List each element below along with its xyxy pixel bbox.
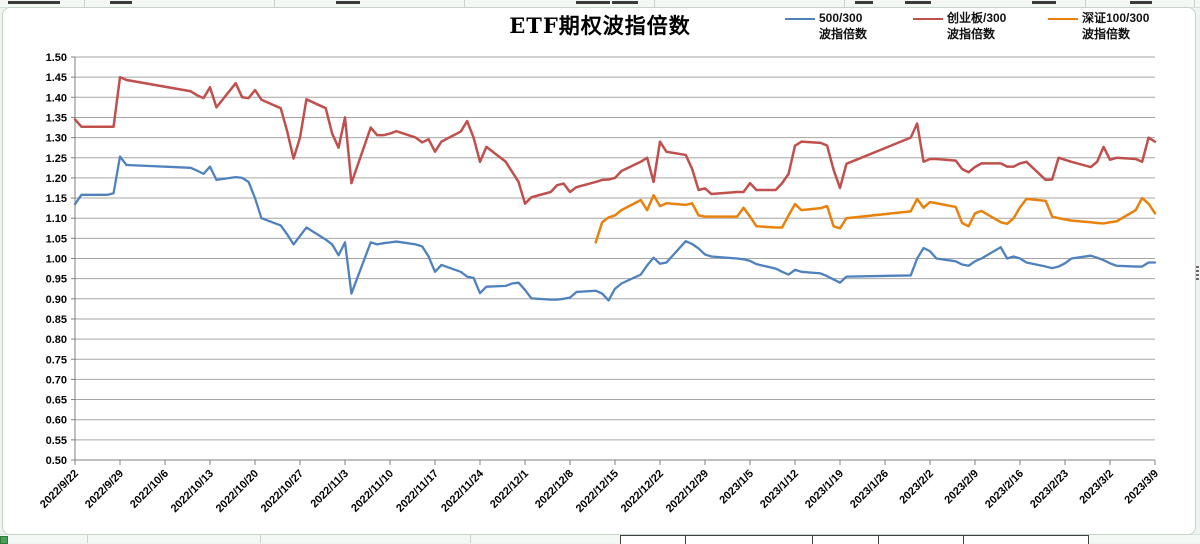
- bordered-cell: [812, 535, 879, 544]
- cell-border: [260, 535, 261, 543]
- series-line-500-300[interactable]: [73, 155, 1157, 302]
- cell-border: [470, 535, 471, 543]
- x-axis-label: 2023/1/12: [758, 468, 801, 511]
- legend-label: 500/300 波指倍数: [819, 11, 868, 41]
- x-axis-label: 2022/11/3: [308, 468, 351, 511]
- x-axis-label: 2022/9/29: [83, 468, 126, 511]
- y-axis-label: 1.10: [46, 213, 67, 225]
- x-axis-label: 2022/10/13: [169, 468, 216, 515]
- x-axis-label: 2023/3/2: [1077, 468, 1116, 507]
- cell-border: [654, 0, 655, 7]
- x-axis-label: 2022/12/1: [488, 468, 531, 511]
- legend-line-marker: [1048, 18, 1078, 20]
- cell-text-fragment: [1130, 1, 1152, 4]
- legend-item-sz100-300[interactable]: 深证100/300 波指倍数: [1048, 10, 1149, 42]
- legend-item-chinext-300[interactable]: 创业板/300 波指倍数: [913, 10, 1006, 42]
- cell-text-fragment: [8, 1, 60, 4]
- y-axis-label: 1.25: [46, 153, 67, 165]
- bordered-cell: [963, 535, 1089, 544]
- x-axis-label: 2022/11/17: [394, 468, 441, 515]
- y-axis-label: 0.80: [46, 334, 67, 346]
- cell-text-fragment: [336, 1, 360, 4]
- cell-text-fragment: [905, 1, 931, 4]
- cell-border: [1194, 0, 1195, 7]
- cell-text-fragment: [576, 1, 610, 4]
- legend-label: 深证100/300 波指倍数: [1082, 11, 1150, 41]
- x-axis-label: 2023/3/9: [1122, 468, 1161, 507]
- x-axis-label: 2022/12/15: [574, 468, 621, 515]
- cell-text-fragment: [855, 1, 873, 4]
- y-axis-label: 0.60: [46, 415, 67, 427]
- y-axis-label: 1.50: [46, 52, 67, 64]
- y-axis-label: 1.05: [46, 233, 67, 245]
- chart-object[interactable]: [2, 7, 1196, 535]
- legend-label: 创业板/300 波指倍数: [947, 11, 1007, 41]
- sheet-dotted-mark: [1196, 266, 1199, 280]
- x-axis-label: 2023/1/5: [717, 468, 756, 507]
- chart-title: ETF期权波指倍数: [509, 13, 691, 38]
- cell-border: [1085, 0, 1086, 7]
- y-axis-label: 1.40: [46, 92, 67, 104]
- y-axis-label: 1.30: [46, 133, 67, 145]
- y-axis-label: 1.35: [46, 112, 67, 124]
- x-axis-label: 2023/2/23: [1028, 468, 1071, 511]
- bordered-cell: [878, 535, 964, 544]
- legend-line-marker: [785, 18, 815, 20]
- y-axis-label: 0.50: [46, 455, 67, 467]
- y-axis-label: 1.45: [46, 72, 67, 84]
- x-axis-label: 2022/12/22: [619, 468, 666, 515]
- x-axis-label: 2023/2/9: [942, 468, 981, 507]
- x-axis-label: 2022/10/27: [259, 468, 306, 515]
- legend-item-500-300[interactable]: 500/300 波指倍数: [785, 10, 867, 42]
- x-axis-label: 2023/1/26: [848, 468, 891, 511]
- cell-border: [464, 0, 465, 7]
- x-axis-label: 2022/11/10: [349, 468, 396, 515]
- cell-text-fragment: [1032, 1, 1056, 4]
- x-axis-label: 2022/11/24: [439, 467, 487, 515]
- cell-text-fragment: [612, 1, 638, 4]
- series-line-chinext-300[interactable]: [73, 75, 1157, 205]
- cell-border: [84, 0, 85, 7]
- x-axis-label: 2023/2/16: [983, 468, 1026, 511]
- x-axis-label: 2022/10/20: [214, 468, 261, 515]
- bordered-cell: [685, 535, 813, 544]
- y-axis-label: 1.00: [46, 254, 67, 266]
- x-axis-label: 2022/12/8: [533, 468, 576, 511]
- cell-border: [844, 0, 845, 7]
- x-axis-label: 2023/1/19: [803, 468, 846, 511]
- cell-border: [274, 0, 275, 7]
- x-axis-label: 2022/12/29: [664, 468, 711, 515]
- bordered-cell: [620, 535, 686, 544]
- y-axis-label: 1.20: [46, 173, 67, 185]
- y-axis-label: 0.75: [46, 354, 67, 366]
- series-line-sz100-300[interactable]: [594, 193, 1157, 244]
- y-axis-label: 0.95: [46, 274, 67, 286]
- cell-text-fragment: [110, 1, 132, 4]
- y-axis-label: 0.55: [46, 435, 67, 447]
- y-axis-label: 1.15: [46, 193, 67, 205]
- x-axis-label: 2022/9/22: [38, 468, 81, 511]
- legend-line-marker: [913, 18, 943, 20]
- x-axis-label: 2022/10/6: [128, 468, 171, 511]
- y-axis-label: 0.70: [46, 374, 67, 386]
- y-axis-label: 0.90: [46, 294, 67, 306]
- cell-border: [87, 535, 88, 543]
- y-axis-label: 0.85: [46, 314, 67, 326]
- x-axis-label: 2023/2/2: [897, 468, 936, 507]
- y-axis-label: 0.65: [46, 395, 67, 407]
